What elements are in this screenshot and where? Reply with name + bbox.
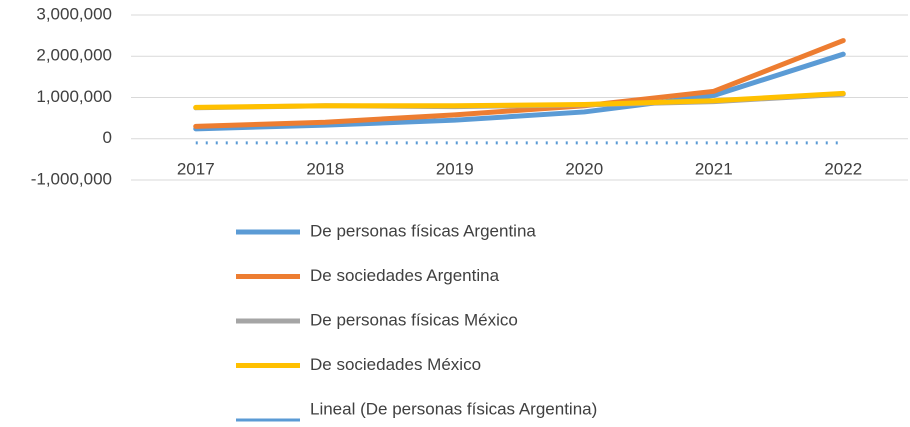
y-tick-label: 1,000,000 xyxy=(36,87,112,106)
y-tick-label: 3,000,000 xyxy=(36,4,112,23)
legend-label: Lineal (De personas físicas Argentina) xyxy=(310,399,597,418)
legend-label: De sociedades Argentina xyxy=(310,266,500,285)
x-tick-label: 2022 xyxy=(824,159,862,178)
y-tick-label: 2,000,000 xyxy=(36,46,112,65)
x-tick-label: 2020 xyxy=(565,159,603,178)
legend-label: De sociedades México xyxy=(310,355,481,374)
x-tick-label: 2017 xyxy=(177,159,215,178)
series-line xyxy=(193,51,846,132)
y-tick-label: -1,000,000 xyxy=(31,169,112,188)
x-tick-label: 2021 xyxy=(695,159,733,178)
y-tick-label: 0 xyxy=(103,128,112,147)
series-line xyxy=(193,38,846,129)
x-tick-label: 2019 xyxy=(436,159,474,178)
legend-label: De personas físicas Argentina xyxy=(310,221,536,240)
series-line xyxy=(193,90,846,110)
legend-label: De personas físicas México xyxy=(310,310,518,329)
x-tick-label: 2018 xyxy=(306,159,344,178)
